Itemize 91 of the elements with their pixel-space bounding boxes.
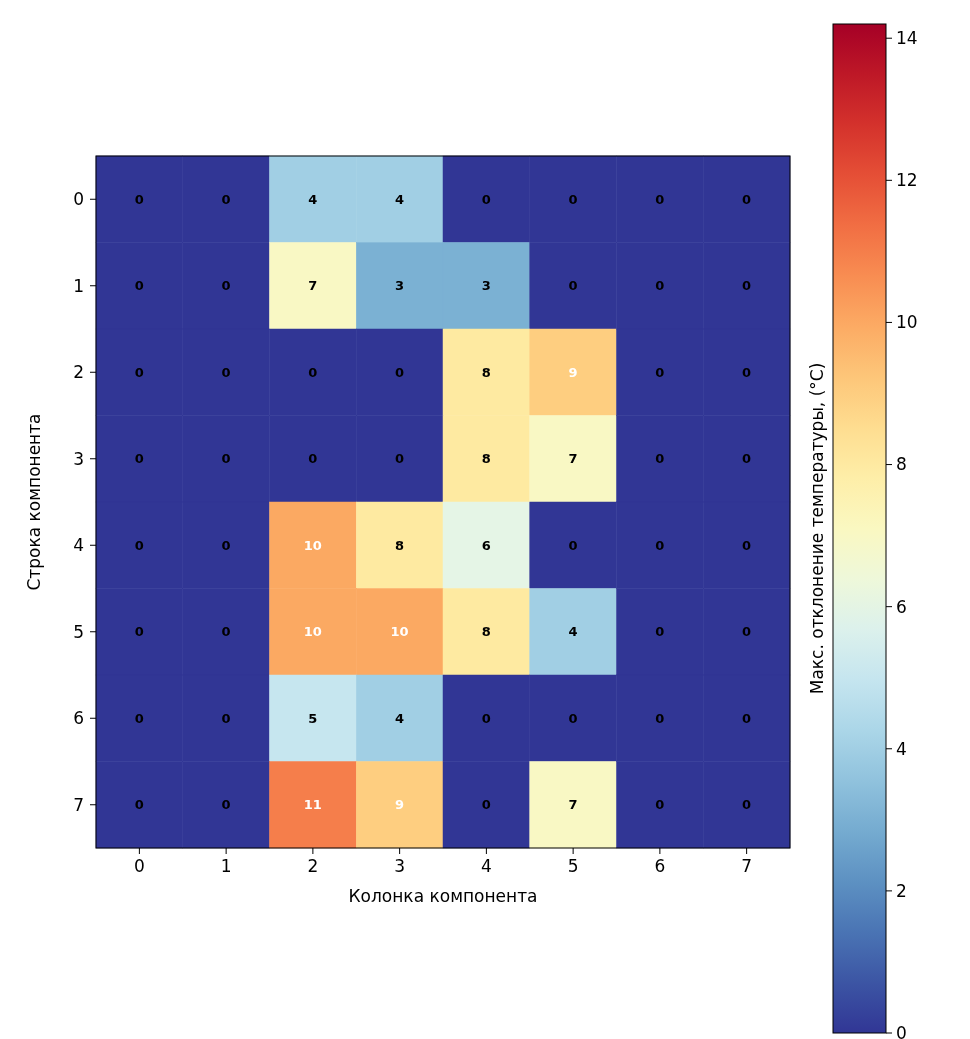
x-tick-label: 6 bbox=[654, 856, 666, 876]
y-tick-label: 7 bbox=[73, 794, 84, 815]
data-label: 0 bbox=[742, 191, 752, 207]
y-tick-label: 4 bbox=[73, 535, 84, 556]
data-label: 0 bbox=[134, 537, 144, 553]
data-label: 0 bbox=[742, 537, 752, 553]
color-bar-label: 0 bbox=[896, 1022, 907, 1039]
data-label: 0 bbox=[655, 191, 665, 207]
data-label: 0 bbox=[481, 710, 491, 726]
x-tick-label: 1 bbox=[220, 856, 232, 876]
data-label: 11 bbox=[303, 797, 322, 813]
data-label: 8 bbox=[481, 451, 491, 467]
y-tick-label: 3 bbox=[73, 448, 84, 469]
data-label: 0 bbox=[742, 364, 752, 380]
data-label: 3 bbox=[481, 278, 491, 294]
y-axis-title: Строка компонента bbox=[24, 413, 44, 591]
data-label: 7 bbox=[308, 278, 318, 294]
data-label: 0 bbox=[308, 364, 318, 380]
data-label: 0 bbox=[568, 710, 578, 726]
data-label: 0 bbox=[221, 451, 231, 467]
data-label: 0 bbox=[655, 537, 665, 553]
data-label: 0 bbox=[655, 451, 665, 467]
data-label: 0 bbox=[655, 364, 665, 380]
x-tick-label: 2 bbox=[307, 856, 319, 876]
data-label: 0 bbox=[221, 364, 231, 380]
x-tick-label: 7 bbox=[741, 856, 753, 876]
data-label: 0 bbox=[134, 710, 144, 726]
data-label: 0 bbox=[481, 191, 491, 207]
data-label: 0 bbox=[134, 624, 144, 640]
data-label: 0 bbox=[568, 278, 578, 294]
color-bar-label: 8 bbox=[896, 454, 907, 475]
data-label: 0 bbox=[655, 624, 665, 640]
color-bar-label: 10 bbox=[896, 312, 918, 333]
data-label: 0 bbox=[742, 451, 752, 467]
data-label: 10 bbox=[303, 624, 322, 640]
data-label: 0 bbox=[221, 537, 231, 553]
data-label: 7 bbox=[568, 797, 578, 813]
data-label: 7 bbox=[568, 451, 578, 467]
data-label: 9 bbox=[568, 364, 578, 380]
y-tick-label: 2 bbox=[73, 362, 84, 383]
data-label: 0 bbox=[742, 797, 752, 813]
data-label: 0 bbox=[134, 191, 144, 207]
data-label: 0 bbox=[221, 624, 231, 640]
data-label: 0 bbox=[221, 797, 231, 813]
data-label: 5 bbox=[308, 710, 318, 726]
x-tick-label: 5 bbox=[567, 856, 579, 876]
data-label: 0 bbox=[221, 191, 231, 207]
data-label: 0 bbox=[308, 451, 318, 467]
color-bar-label: 6 bbox=[896, 596, 907, 617]
color-bar-label: 2 bbox=[896, 880, 907, 901]
data-label: 0 bbox=[742, 710, 752, 726]
data-label: 8 bbox=[481, 364, 491, 380]
color-bar-title: Макс. отклонение температуры, (°C) bbox=[807, 362, 827, 695]
data-label: 0 bbox=[568, 537, 578, 553]
y-tick-label: 0 bbox=[73, 189, 84, 210]
y-tick-label: 1 bbox=[73, 275, 84, 296]
data-label: 0 bbox=[568, 191, 578, 207]
x-tick-label: 0 bbox=[133, 856, 145, 876]
data-label: 0 bbox=[395, 364, 405, 380]
color-bar-label: 12 bbox=[896, 170, 918, 191]
data-label: 4 bbox=[568, 624, 578, 640]
data-label: 0 bbox=[655, 710, 665, 726]
data-label: 10 bbox=[390, 624, 409, 640]
data-label: 4 bbox=[395, 191, 405, 207]
x-axis-title: Колонка компонента bbox=[348, 886, 538, 906]
data-label: 6 bbox=[481, 537, 491, 553]
data-label: 10 bbox=[303, 537, 322, 553]
data-label: 0 bbox=[221, 278, 231, 294]
data-label: 0 bbox=[655, 797, 665, 813]
data-label: 0 bbox=[134, 451, 144, 467]
data-label: 0 bbox=[742, 278, 752, 294]
data-label: 8 bbox=[395, 537, 405, 553]
data-label: 0 bbox=[134, 278, 144, 294]
data-label: 0 bbox=[655, 278, 665, 294]
data-label: 0 bbox=[134, 364, 144, 380]
color-bar-label: 4 bbox=[896, 738, 907, 759]
data-label: 4 bbox=[395, 710, 405, 726]
y-tick-label: 6 bbox=[73, 708, 84, 729]
data-label: 8 bbox=[481, 624, 491, 640]
x-tick-label: 4 bbox=[480, 856, 492, 876]
data-label: 9 bbox=[395, 797, 405, 813]
data-label: 4 bbox=[308, 191, 318, 207]
data-label: 0 bbox=[395, 451, 405, 467]
data-label: 0 bbox=[134, 797, 144, 813]
data-label: 3 bbox=[395, 278, 405, 294]
data-label: 0 bbox=[481, 797, 491, 813]
x-tick-label: 3 bbox=[394, 856, 406, 876]
y-tick-label: 5 bbox=[73, 621, 84, 642]
data-label: 0 bbox=[221, 710, 231, 726]
data-label: 0 bbox=[742, 624, 752, 640]
color-bar-label: 14 bbox=[896, 28, 918, 49]
